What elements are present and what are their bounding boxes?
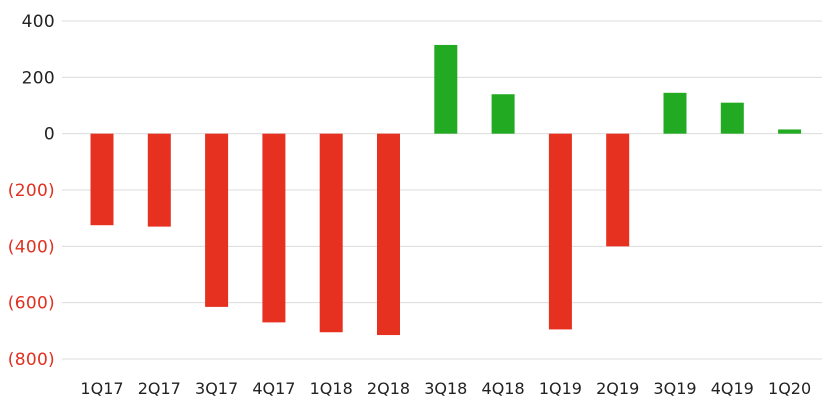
y-tick-label: 400 [22,12,55,32]
x-tick-label: 4Q18 [482,379,525,398]
bar-3q19 [663,92,687,134]
x-tick-label: 1Q18 [310,379,353,398]
bar-1q20 [778,129,802,134]
y-tick-label: (600) [8,294,55,314]
bar-4q19 [720,102,744,134]
bar-1q18 [319,133,343,333]
x-tick-label: 2Q17 [138,379,181,398]
bars [90,44,802,336]
y-tick-label: 200 [22,68,55,88]
y-axis-tick-labels: 400 200 0 (200) (400) (600) (800) [8,12,55,370]
bar-3q17 [205,133,229,307]
bar-3q18 [434,44,458,134]
x-tick-label: 1Q19 [539,379,582,398]
bar-4q18 [491,94,515,134]
bar-1q17 [90,133,114,226]
y-tick-label: 0 [44,125,55,145]
x-tick-label: 4Q17 [252,379,295,398]
bar-1q19 [548,133,572,330]
x-tick-label: 1Q17 [80,379,123,398]
x-tick-label: 4Q19 [711,379,754,398]
x-tick-label: 2Q18 [367,379,410,398]
x-tick-label: 2Q19 [596,379,639,398]
bar-2q19 [606,133,630,247]
bar-2q18 [377,133,400,336]
bar-2q17 [147,133,171,227]
gridlines [62,20,822,360]
x-axis-tick-labels: 1Q17 2Q17 3Q17 4Q17 1Q18 2Q18 3Q18 4Q18 1Q19 2Q19… [80,379,811,398]
x-tick-label: 3Q19 [653,379,696,398]
x-tick-label: 3Q17 [195,379,238,398]
x-tick-label: 1Q20 [768,379,811,398]
x-tick-label: 3Q18 [424,379,467,398]
bar-4q17 [262,133,286,323]
y-tick-label: (800) [8,350,55,370]
y-tick-label: (200) [8,181,55,201]
y-tick-label: (400) [8,237,55,257]
